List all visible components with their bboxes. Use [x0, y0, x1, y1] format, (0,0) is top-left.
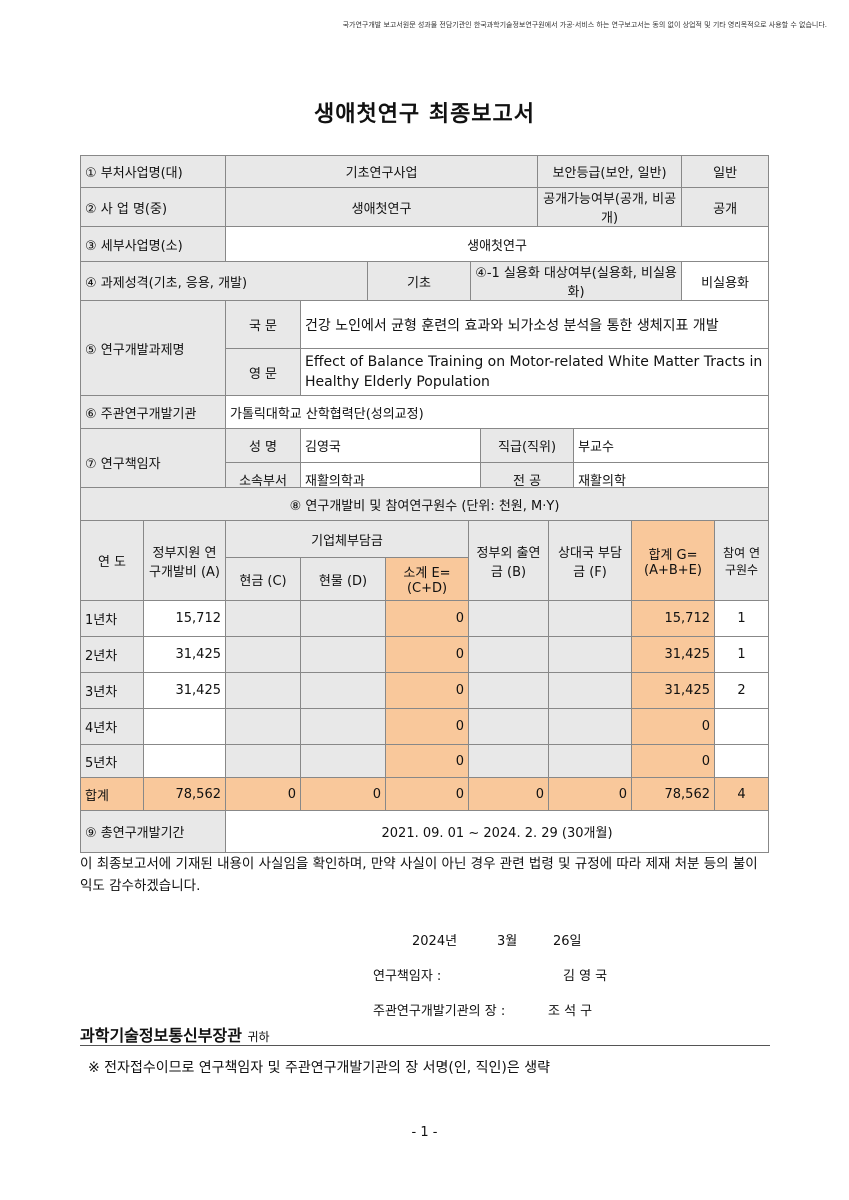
budget-cell: 31,425 [631, 672, 715, 709]
budget-cell: 5년차 [80, 744, 144, 778]
budget-cell [225, 744, 301, 778]
budget-cell: 0 [631, 708, 715, 745]
budget-cell [548, 672, 632, 709]
budget-cell: 31,425 [631, 636, 715, 673]
budget-cell: 2년차 [80, 636, 144, 673]
statement: 이 최종보고서에 기재된 내용이 사실임을 확인하며, 만약 사실이 아닌 경우… [80, 856, 758, 894]
budget-cell: 15,712 [143, 600, 226, 637]
budget-cell [548, 636, 632, 673]
budget-cell: 3년차 [80, 672, 144, 709]
budget-cell [548, 600, 632, 637]
budget-cell: 1 [713, 600, 770, 637]
budget-row: 합계 78,562 0 0 0 0 0 78,562 4 [80, 777, 770, 811]
budget-cell [225, 672, 301, 709]
budget-cell [143, 744, 226, 778]
budget-cell [300, 744, 386, 778]
budget-cell: 1년차 [80, 600, 144, 637]
budget-cell: 0 [385, 708, 469, 745]
budget-cell: 0 [385, 600, 469, 637]
budget-cell [468, 744, 549, 778]
korean-title: 건강 노인에서 균형 훈련의 효과와 뇌가소성 분석을 통한 생체지표 개발 [299, 300, 770, 349]
budget-cell [300, 636, 386, 673]
budget-cell: 0 [385, 744, 469, 778]
budget-cell: 0 [468, 777, 549, 811]
budget-cell: 4 [713, 777, 770, 811]
budget-table: ⑧ 연구개발비 및 참여연구원수 (단위: 천원, M·Y) 연 도 정부지원 연… [79, 487, 770, 853]
budget-row: 4년차 0 0 [80, 708, 770, 745]
budget-cell: 0 [385, 636, 469, 673]
page-number: - 1 - [411, 1125, 438, 1140]
recipient: 과학기술정보통신부장관 귀하 [80, 1026, 270, 1045]
divider [80, 1045, 770, 1046]
info-table: ① 부처사업명(대) 기초연구사업 보안등급(보안, 일반) 일반 ② 사 업 명(중… [80, 155, 770, 496]
budget-cell: 4년차 [80, 708, 144, 745]
budget-cell: 0 [548, 777, 632, 811]
budget-cell: 0 [225, 777, 301, 811]
usage-notice: 국가연구개발 보고서원문 성과물 전담기관인 한국과학기술정보연구원에서 가공·… [342, 21, 827, 29]
budget-cell [713, 708, 770, 745]
budget-cell: 2 [713, 672, 770, 709]
budget-cell: 합계 [80, 777, 144, 811]
budget-cell [225, 636, 301, 673]
budget-cell: 15,712 [631, 600, 715, 637]
budget-row: 5년차 0 0 [80, 744, 770, 778]
budget-cell: 78,562 [143, 777, 226, 811]
budget-cell [300, 708, 386, 745]
budget-cell [713, 744, 770, 778]
budget-cell: 0 [385, 672, 469, 709]
budget-cell [300, 672, 386, 709]
budget-cell: 1 [713, 636, 770, 673]
budget-row: 2년차 31,425 0 31,425 1 [80, 636, 770, 673]
budget-cell [225, 708, 301, 745]
budget-cell: 0 [385, 777, 469, 811]
budget-cell: 0 [300, 777, 386, 811]
budget-cell [548, 744, 632, 778]
budget-cell: 78,562 [631, 777, 715, 811]
budget-cell: 0 [631, 744, 715, 778]
budget-cell [468, 708, 549, 745]
page-title: 생애첫연구 최종보고서 [313, 102, 536, 127]
budget-cell [468, 636, 549, 673]
budget-cell [225, 600, 301, 637]
budget-cell [548, 708, 632, 745]
budget-cell: 31,425 [143, 636, 226, 673]
budget-row: 1년차 15,712 0 15,712 1 [80, 600, 770, 637]
budget-cell [468, 672, 549, 709]
budget-cell: 31,425 [143, 672, 226, 709]
english-title: Effect of Balance Training on Motor-rela… [299, 348, 770, 396]
budget-cell [300, 600, 386, 637]
signature-note: ※ 전자접수이므로 연구책임자 및 주관연구개발기관의 장 서명(인, 직인)은… [88, 1060, 550, 1076]
budget-cell [143, 708, 226, 745]
budget-row: 3년차 31,425 0 31,425 2 [80, 672, 770, 709]
budget-cell [468, 600, 549, 637]
